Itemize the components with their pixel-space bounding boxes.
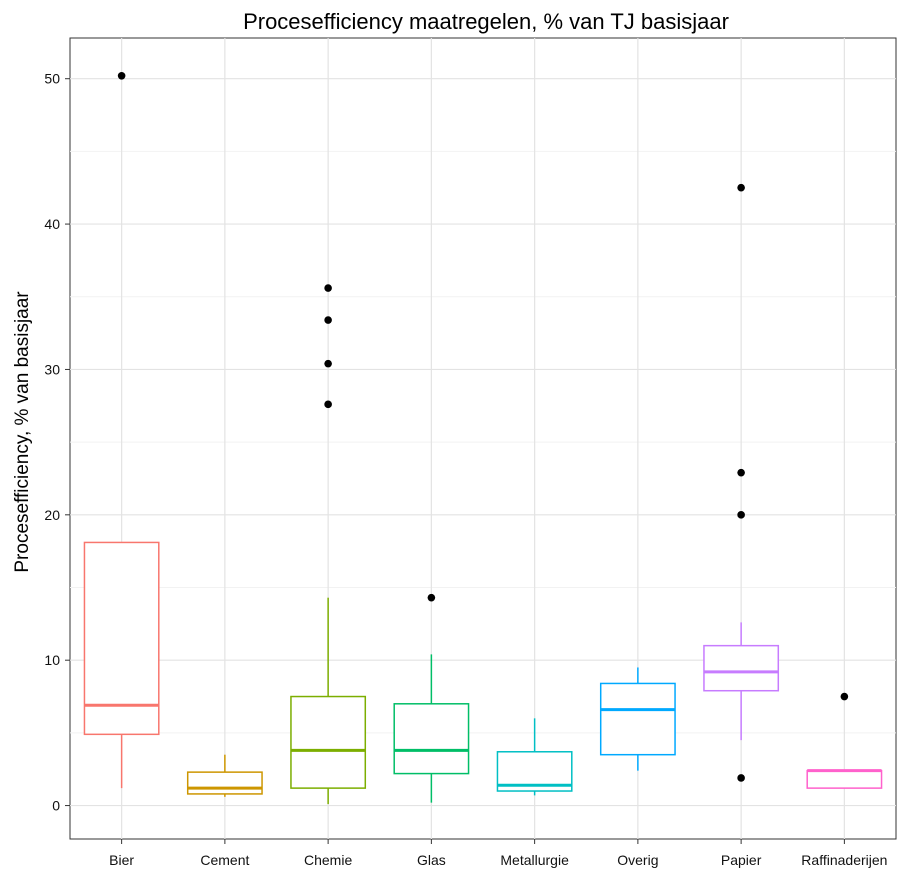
outlier-point [324,401,332,409]
x-tick-label: Raffinaderijen [801,852,887,868]
outlier-point [324,284,332,292]
y-tick-label: 30 [44,361,60,377]
x-axis-ticks: Bier Cement Chemie Glas Metallurgie Overig Pap… [109,839,887,868]
outlier-point [118,72,126,80]
x-tick-label: Cement [200,852,249,868]
box-metallurgie [497,718,571,795]
outlier-point [428,594,436,602]
box-series [84,72,881,804]
outlier-point [324,316,332,324]
iqr-box [188,772,262,794]
box-cement [188,755,262,797]
x-tick-label: Metallurgie [500,852,569,868]
x-tick-label: Bier [109,852,134,868]
outlier-point [841,693,849,701]
outlier-point [737,469,745,477]
iqr-box [601,683,675,754]
iqr-box [704,646,778,691]
outlier-point [324,360,332,368]
box-overig [601,667,675,770]
outlier-point [737,774,745,782]
y-tick-label: 20 [44,507,60,523]
grid-lines [70,38,896,839]
x-tick-label: Glas [417,852,446,868]
iqr-box [291,697,365,789]
y-tick-label: 40 [44,216,60,232]
iqr-box [807,771,881,788]
y-axis-ticks: 0 10 20 30 40 50 [44,71,70,814]
x-tick-label: Overig [617,852,658,868]
plot-panel [70,38,896,839]
outlier-point [737,184,745,192]
y-tick-label: 50 [44,71,60,87]
outlier-point [737,511,745,519]
chart-title: Procesefficiency maatregelen, % van TJ b… [243,9,729,34]
x-tick-label: Papier [721,852,762,868]
y-axis-label: Procesefficiency, % van basisjaar [12,291,33,573]
iqr-box [394,704,468,774]
y-tick-label: 0 [52,798,60,814]
y-tick-label: 10 [44,652,60,668]
x-tick-label: Chemie [304,852,352,868]
